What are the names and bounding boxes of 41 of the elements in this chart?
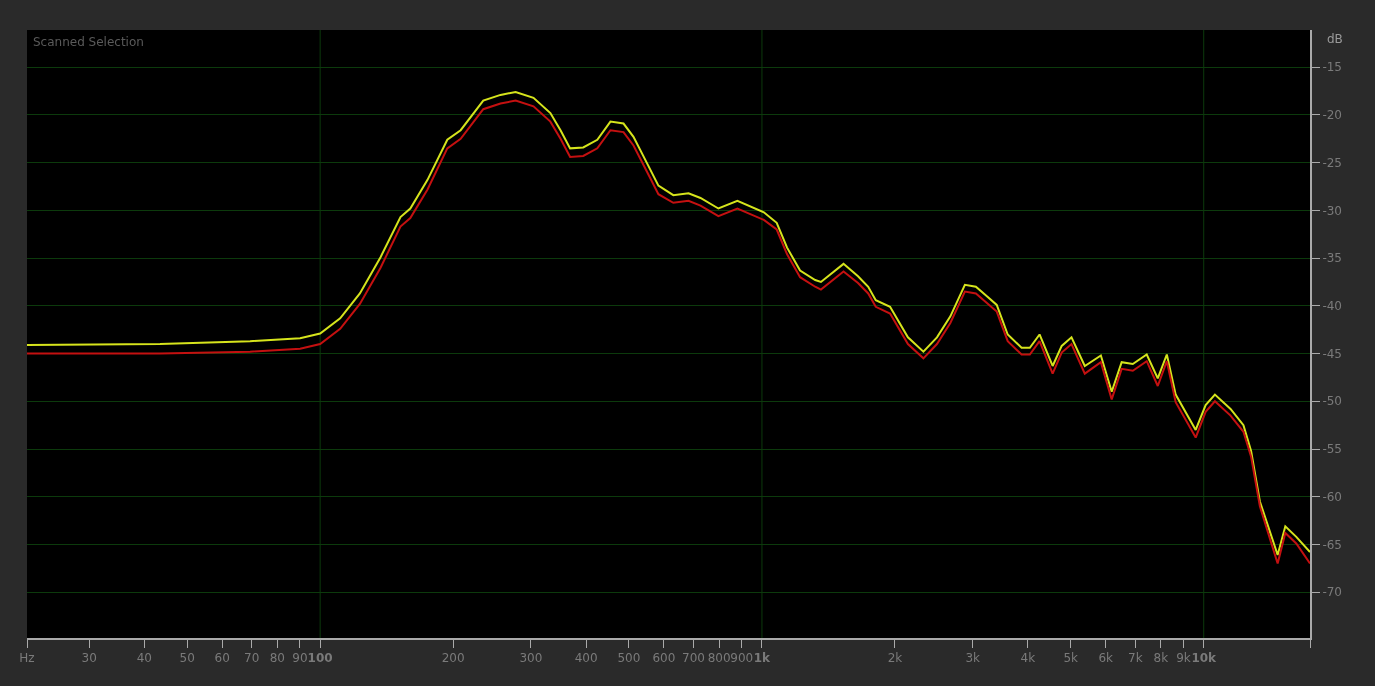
x-tick-label: 3k — [965, 651, 981, 666]
y-tick-label: -15 — [1322, 60, 1343, 75]
text: Scanned Selection — [33, 35, 144, 49]
x-tick-label: 60 — [214, 651, 230, 666]
y-tick-label: -35 — [1322, 251, 1343, 266]
x-tick-label: 4k — [1020, 651, 1036, 666]
x-tick-label: 50 — [179, 651, 195, 666]
x-tick-label: 90 — [292, 651, 308, 666]
x-tick-label: 300 — [519, 651, 543, 666]
x-tick-label: 500 — [617, 651, 641, 666]
y-axis-title: dB — [1327, 32, 1343, 46]
x-tick-label: 6k — [1098, 651, 1114, 666]
x-tick-label: 40 — [136, 651, 152, 666]
x-tick-label: 9k — [1176, 651, 1191, 666]
x-tick-label: 10k — [1191, 651, 1218, 666]
x-tick-label: 8k — [1153, 651, 1169, 666]
x-tick-label: 400 — [574, 651, 598, 666]
x-tick-label: 1k — [753, 651, 772, 666]
y-tick-label: -70 — [1322, 585, 1343, 600]
y-tick-label: -45 — [1322, 346, 1343, 361]
x-tick-label: 80 — [269, 651, 285, 666]
x-tick-label: 7k — [1127, 651, 1143, 666]
y-tick-label: -40 — [1322, 299, 1343, 314]
x-tick-label: 5k — [1063, 651, 1079, 666]
y-tick-label: -65 — [1322, 537, 1343, 552]
y-tick-label: -30 — [1322, 203, 1343, 218]
y-tick-label: -25 — [1322, 155, 1343, 170]
x-tick-label: 100 — [307, 651, 333, 666]
x-tick-label: 200 — [441, 651, 465, 666]
y-tick-label: -50 — [1322, 394, 1343, 409]
x-tick-label: Hz — [19, 651, 35, 666]
x-tick-label: 2k — [887, 651, 903, 666]
x-tick-label: 70 — [244, 651, 260, 666]
y-tick-label: -60 — [1322, 489, 1343, 504]
x-tick-label: 30 — [81, 651, 97, 666]
x-tick-label: 600 — [652, 651, 676, 666]
y-tick-label: -55 — [1322, 442, 1343, 457]
y-tick-label: -20 — [1322, 108, 1343, 123]
x-tick-label: 800 — [707, 651, 731, 666]
x-tick-label: 700 — [682, 651, 705, 666]
x-tick-label: 900 — [730, 651, 754, 666]
